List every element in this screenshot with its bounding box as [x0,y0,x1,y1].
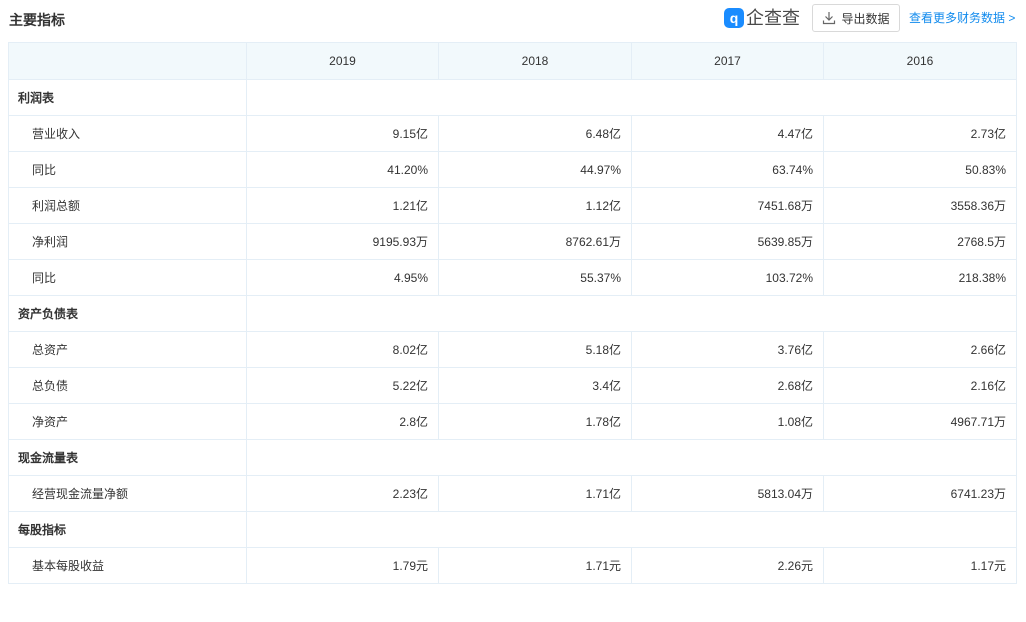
value-cell: 1.08亿 [631,403,824,440]
table-row: 经营现金流量净额 2.23亿 1.71亿 5813.04万 6741.23万 [8,475,1017,512]
section-title: 利润表 [8,79,247,116]
section-title: 资产负债表 [8,295,247,332]
value-cell: 1.17元 [823,547,1017,584]
section-filler [246,439,1017,476]
row-label: 同比 [8,151,247,188]
value-cell: 3558.36万 [823,187,1017,224]
more-financial-data-link[interactable]: 查看更多财务数据 > [909,11,1016,25]
value-cell: 2.26元 [631,547,824,584]
panel-header: 主要指标 q 企查查 导出数据 查看更多财务数据 > [0,0,1026,40]
table-row: 营业收入 9.15亿 6.48亿 4.47亿 2.73亿 [8,115,1017,152]
section-filler [246,79,1017,116]
value-cell: 9.15亿 [246,115,439,152]
value-cell: 4.95% [246,259,439,296]
row-label: 利润总额 [8,187,247,224]
value-cell: 2768.5万 [823,223,1017,260]
value-cell: 5639.85万 [631,223,824,260]
value-cell: 55.37% [438,259,632,296]
brand-name: 企查查 [746,8,800,28]
table-row: 总负债 5.22亿 3.4亿 2.68亿 2.16亿 [8,367,1017,404]
row-label: 同比 [8,259,247,296]
value-cell: 2.66亿 [823,331,1017,368]
value-cell: 1.78亿 [438,403,632,440]
header-corner [8,42,247,80]
table-row: 总资产 8.02亿 5.18亿 3.76亿 2.66亿 [8,331,1017,368]
value-cell: 3.4亿 [438,367,632,404]
download-icon [822,11,836,25]
value-cell: 7451.68万 [631,187,824,224]
value-cell: 4.47亿 [631,115,824,152]
value-cell: 63.74% [631,151,824,188]
value-cell: 9195.93万 [246,223,439,260]
value-cell: 6.48亿 [438,115,632,152]
row-label: 净利润 [8,223,247,260]
section-title: 现金流量表 [8,439,247,476]
table-body: 利润表 营业收入 9.15亿 6.48亿 4.47亿 2.73亿 同比 41.20% 44.97… [8,79,1017,584]
value-cell: 6741.23万 [823,475,1017,512]
value-cell: 1.71元 [438,547,632,584]
table-row: 同比 4.95% 55.37% 103.72% 218.38% [8,259,1017,296]
value-cell: 5813.04万 [631,475,824,512]
table-row: 净资产 2.8亿 1.78亿 1.08亿 4967.71万 [8,403,1017,440]
value-cell: 1.12亿 [438,187,632,224]
section-row: 资产负债表 [8,295,1017,332]
value-cell: 44.97% [438,151,632,188]
value-cell: 50.83% [823,151,1017,188]
table-header-row: 2019 2018 2017 2016 [8,42,1017,80]
value-cell: 2.73亿 [823,115,1017,152]
section-row: 现金流量表 [8,439,1017,476]
row-label: 总资产 [8,331,247,368]
table-row: 同比 41.20% 44.97% 63.74% 50.83% [8,151,1017,188]
value-cell: 2.8亿 [246,403,439,440]
value-cell: 1.71亿 [438,475,632,512]
row-label: 净资产 [8,403,247,440]
section-row: 每股指标 [8,511,1017,548]
section-title: 每股指标 [8,511,247,548]
brand-logo: q 企查查 [724,7,800,29]
value-cell: 8.02亿 [246,331,439,368]
value-cell: 4967.71万 [823,403,1017,440]
value-cell: 8762.61万 [438,223,632,260]
row-label: 总负债 [8,367,247,404]
section-row: 利润表 [8,79,1017,116]
row-label: 营业收入 [8,115,247,152]
value-cell: 103.72% [631,259,824,296]
table-row: 基本每股收益 1.79元 1.71元 2.26元 1.17元 [8,547,1017,584]
year-header: 2016 [823,42,1017,80]
value-cell: 3.76亿 [631,331,824,368]
section-filler [246,295,1017,332]
export-data-label: 导出数据 [841,11,890,26]
value-cell: 41.20% [246,151,439,188]
year-header: 2017 [631,42,824,80]
section-filler [246,511,1017,548]
value-cell: 1.79元 [246,547,439,584]
financial-table: 2019 2018 2017 2016 利润表 营业收入 9.15亿 6.48亿 4.4… [8,42,1017,584]
value-cell: 2.68亿 [631,367,824,404]
value-cell: 5.18亿 [438,331,632,368]
value-cell: 218.38% [823,259,1017,296]
value-cell: 2.23亿 [246,475,439,512]
panel-title: 主要指标 [9,12,65,28]
value-cell: 1.21亿 [246,187,439,224]
export-data-button[interactable]: 导出数据 [812,4,900,32]
year-header: 2019 [246,42,439,80]
table-row: 净利润 9195.93万 8762.61万 5639.85万 2768.5万 [8,223,1017,260]
year-header: 2018 [438,42,632,80]
value-cell: 2.16亿 [823,367,1017,404]
row-label: 经营现金流量净额 [8,475,247,512]
qichacha-logo-icon: q [724,8,744,28]
table-row: 利润总额 1.21亿 1.12亿 7451.68万 3558.36万 [8,187,1017,224]
value-cell: 5.22亿 [246,367,439,404]
row-label: 基本每股收益 [8,547,247,584]
